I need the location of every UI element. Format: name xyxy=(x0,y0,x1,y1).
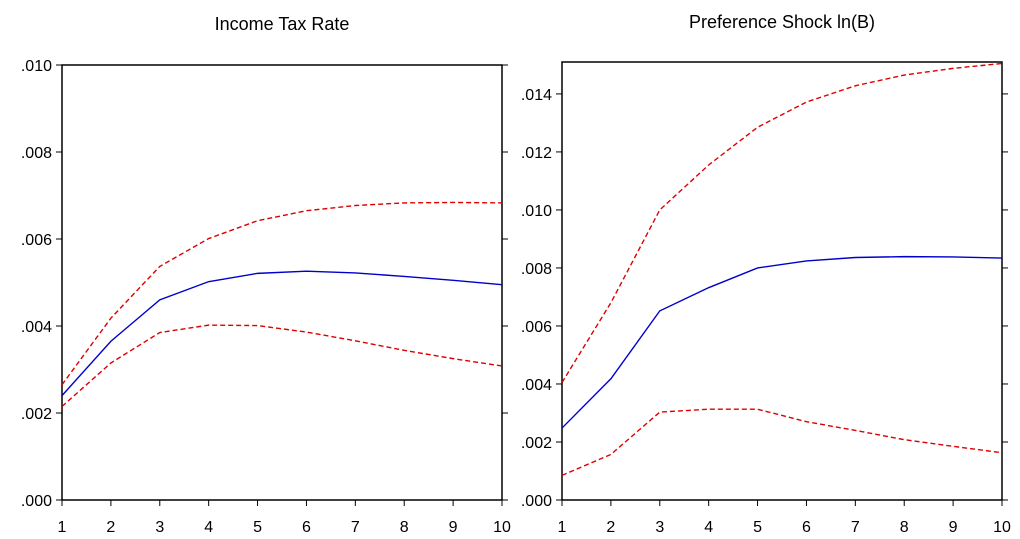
series-line-confidence-band xyxy=(561,62,1003,383)
y-tick-label: .008 xyxy=(521,261,552,278)
y-tick-label: .002 xyxy=(521,435,552,452)
x-tick-label: 4 xyxy=(704,519,713,536)
y-tick-label: .006 xyxy=(21,232,52,249)
x-tick-label: 9 xyxy=(449,519,458,536)
x-tick-label: 3 xyxy=(655,519,664,536)
panel-preference-shock: Preference Shock ln(B) .000 .002 .004 .006 .0… xyxy=(521,12,1011,536)
series-line-confidence-band xyxy=(61,201,503,386)
y-tick-label: .012 xyxy=(521,145,552,162)
y-tick-label: .002 xyxy=(21,406,52,423)
y-tick-label: .004 xyxy=(21,319,52,336)
chart-title: Preference Shock ln(B) xyxy=(689,12,875,32)
x-tick-label: 3 xyxy=(155,519,164,536)
series-line-estimate xyxy=(561,255,1003,429)
x-tick-label: 5 xyxy=(253,519,262,536)
x-tick-label: 2 xyxy=(606,519,615,536)
x-tick-label: 4 xyxy=(204,519,213,536)
series-line-confidence-band xyxy=(61,324,503,407)
x-tick-label: 10 xyxy=(993,519,1011,536)
y-tick-label: .010 xyxy=(21,58,52,75)
x-tick-label: 1 xyxy=(58,519,67,536)
chart-title: Income Tax Rate xyxy=(215,14,350,34)
panel-income-tax-rate: Income Tax Rate .000 .002 .004 .006 .008 .010 1… xyxy=(21,14,511,536)
y-tick-label: .006 xyxy=(521,319,552,336)
x-tick-label: 7 xyxy=(351,519,360,536)
y-tick-label: .014 xyxy=(521,87,552,104)
x-tick-label: 2 xyxy=(106,519,115,536)
y-tick-label: .000 xyxy=(521,493,552,510)
y-tick-label: .004 xyxy=(521,377,552,394)
x-tick-label: 8 xyxy=(900,519,909,536)
y-tick-label: .008 xyxy=(21,145,52,162)
x-tick-label: 1 xyxy=(558,519,567,536)
x-tick-label: 7 xyxy=(851,519,860,536)
x-tick-label: 6 xyxy=(802,519,811,536)
series-line-estimate xyxy=(61,270,503,397)
plot-frame xyxy=(561,61,1003,501)
x-tick-label: 6 xyxy=(302,519,311,536)
x-tick-label: 8 xyxy=(400,519,409,536)
plot-frame xyxy=(61,64,503,501)
series-line-confidence-band xyxy=(561,408,1003,476)
x-tick-label: 5 xyxy=(753,519,762,536)
y-tick-label: .010 xyxy=(521,203,552,220)
x-tick-label: 9 xyxy=(949,519,958,536)
x-tick-label: 10 xyxy=(493,519,511,536)
y-tick-label: .000 xyxy=(21,493,52,510)
